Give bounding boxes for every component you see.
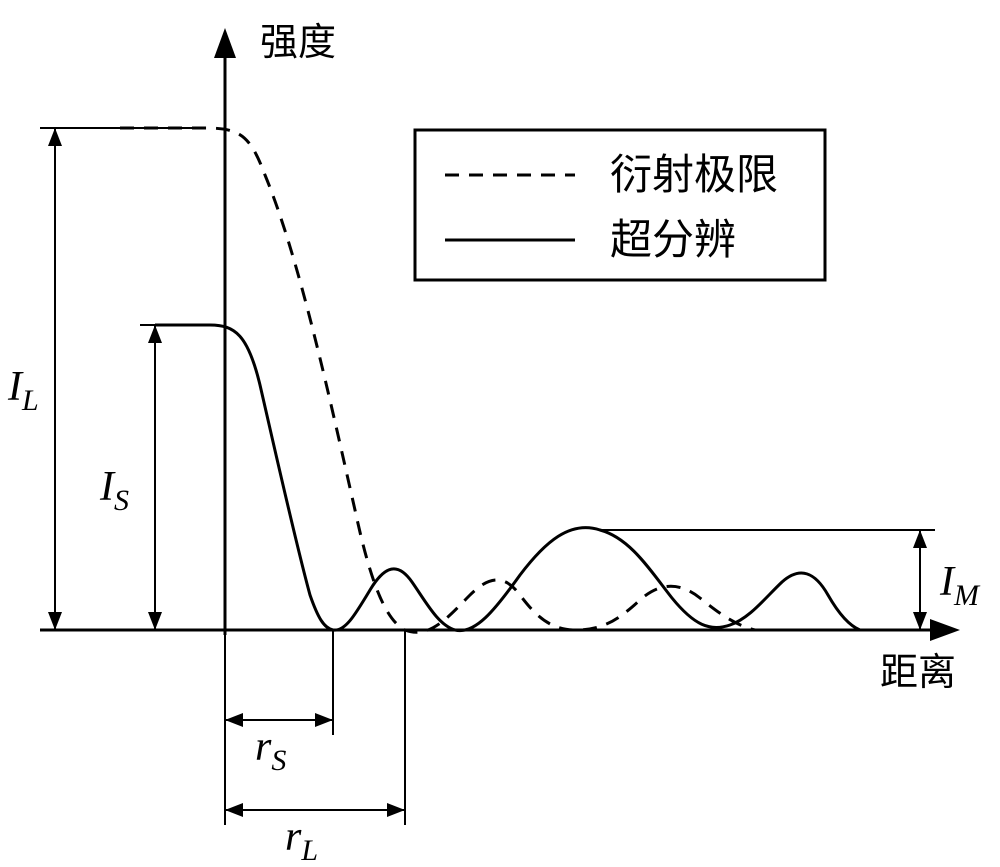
y-axis-arrow-icon [214, 28, 236, 58]
legend-label-0: 衍射极限 [610, 153, 778, 199]
legend: 衍射极限超分辨 [415, 130, 825, 280]
rL-arrow-left-icon [225, 803, 243, 817]
diagram-svg: 强度 距离 衍射极限超分辨 IL IS IM [0, 0, 1000, 867]
rL-label: rL [285, 814, 318, 867]
diffraction-limit-curve [120, 128, 755, 632]
dimension-IS: IS [99, 325, 210, 630]
IM-arrow-bot-icon [913, 612, 927, 630]
rS-arrow-right-icon [315, 713, 333, 727]
super-resolution-curve [155, 325, 860, 631]
rS-label: rS [255, 724, 286, 777]
IM-label: IM [939, 559, 981, 612]
diagram-root: 强度 距离 衍射极限超分辨 IL IS IM [0, 0, 1000, 867]
y-axis-label: 强度 [260, 22, 336, 64]
axes: 强度 距离 [40, 22, 960, 694]
IS-label: IS [99, 464, 129, 517]
dimension-rS: rS [225, 630, 333, 825]
rS-arrow-left-icon [225, 713, 243, 727]
IS-arrow-top-icon [148, 325, 162, 343]
dimension-IL: IL [7, 128, 200, 630]
IL-arrow-top-icon [48, 128, 62, 146]
dimension-rL: rL [225, 630, 405, 867]
x-axis-label: 距离 [880, 652, 956, 694]
IL-label: IL [7, 364, 39, 417]
rL-arrow-right-icon [387, 803, 405, 817]
legend-label-1: 超分辨 [610, 218, 736, 264]
IS-arrow-bot-icon [148, 612, 162, 630]
IL-arrow-bot-icon [48, 612, 62, 630]
IM-arrow-top-icon [913, 530, 927, 548]
